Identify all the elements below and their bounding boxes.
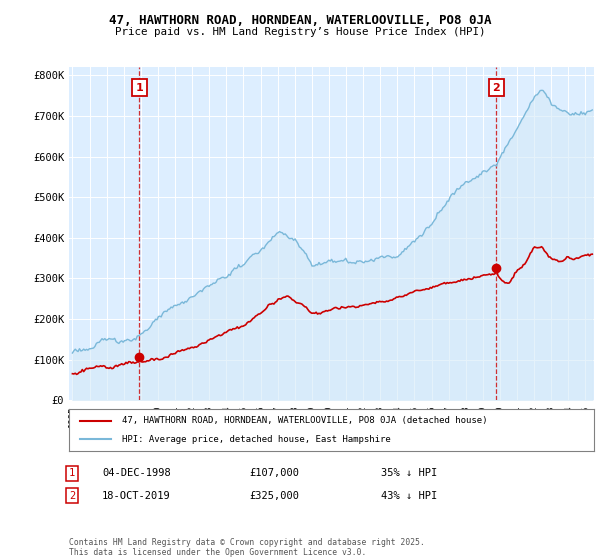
Text: 04-DEC-1998: 04-DEC-1998 — [102, 468, 171, 478]
Text: Price paid vs. HM Land Registry’s House Price Index (HPI): Price paid vs. HM Land Registry’s House … — [115, 27, 485, 37]
Text: 2: 2 — [493, 82, 500, 92]
Text: Contains HM Land Registry data © Crown copyright and database right 2025.
This d: Contains HM Land Registry data © Crown c… — [69, 538, 425, 557]
Text: 18-OCT-2019: 18-OCT-2019 — [102, 491, 171, 501]
Text: 1: 1 — [136, 82, 143, 92]
Text: £107,000: £107,000 — [249, 468, 299, 478]
Text: 47, HAWTHORN ROAD, HORNDEAN, WATERLOOVILLE, PO8 0JA (detached house): 47, HAWTHORN ROAD, HORNDEAN, WATERLOOVIL… — [121, 416, 487, 425]
Text: 47, HAWTHORN ROAD, HORNDEAN, WATERLOOVILLE, PO8 0JA: 47, HAWTHORN ROAD, HORNDEAN, WATERLOOVIL… — [109, 14, 491, 27]
Text: 43% ↓ HPI: 43% ↓ HPI — [381, 491, 437, 501]
Text: 2: 2 — [69, 491, 75, 501]
Text: 35% ↓ HPI: 35% ↓ HPI — [381, 468, 437, 478]
Text: 1: 1 — [69, 468, 75, 478]
Text: £325,000: £325,000 — [249, 491, 299, 501]
Text: HPI: Average price, detached house, East Hampshire: HPI: Average price, detached house, East… — [121, 435, 390, 444]
